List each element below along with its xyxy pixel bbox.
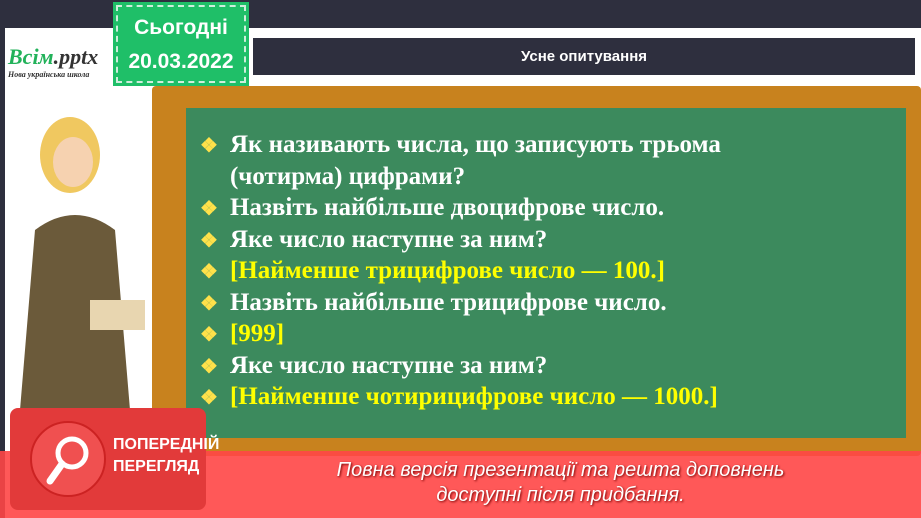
preview-badge[interactable]: ПОПЕРЕДНІЙ ПЕРЕГЛЯД — [10, 408, 219, 510]
question-text: [Найменше чотирицифрове число — 1000.] — [229, 383, 718, 410]
question-text: Назвіть найбільше двоцифрове число. — [229, 194, 665, 221]
date-label: Сьогодні — [134, 16, 228, 39]
chalkboard — [186, 108, 906, 438]
notice-line-1: Повна версія презентації та решта доповн… — [336, 459, 785, 481]
teacher-illustration — [20, 117, 145, 410]
question-list: ❖ Як називають числа, що записують трьома… — [200, 130, 721, 414]
question-text: [Найменше трицифрове число — 100.] — [229, 257, 665, 284]
diamond-bullet-icon: ❖ — [200, 198, 218, 220]
question-item: ❖ Як називають числа, що записують трьома — [200, 130, 721, 162]
question-item: ❖ Яке число наступне за ним? — [200, 351, 721, 383]
question-text: [999] — [229, 320, 285, 347]
logo-brand: Всім — [8, 44, 54, 69]
diamond-bullet-icon: ❖ — [200, 261, 218, 283]
diamond-bullet-icon: ❖ — [200, 355, 218, 378]
magnifier-icon — [30, 421, 106, 497]
date-badge: Сьогодні 20.03.2022 — [113, 2, 249, 86]
diamond-bullet-icon: ❖ — [200, 135, 218, 157]
diamond-bullet-icon: ❖ — [200, 229, 218, 252]
diamond-bullet-icon: ❖ — [200, 324, 218, 346]
date-value: 20.03.2022 — [128, 50, 234, 73]
logo-ext: .pptx — [53, 44, 99, 69]
question-item: ❖ Назвіть найбільше трицифрове число. — [200, 288, 721, 320]
logo: Всім.pptx Нова українська школа — [8, 44, 118, 79]
diamond-bullet-icon: ❖ — [200, 292, 218, 315]
question-text: Як називають числа, що записують трьома — [229, 131, 721, 158]
question-item: ❖(чотирма) цифрами? — [200, 162, 721, 194]
question-text: Назвіть найбільше трицифрове число. — [229, 288, 667, 316]
diamond-bullet-icon: ❖ — [200, 387, 218, 409]
preview-line-2: ПЕРЕГЛЯД — [113, 458, 200, 475]
question-item: ❖ [999] — [200, 319, 721, 351]
question-text: Яке число наступне за ним? — [229, 225, 548, 253]
question-item: ❖ Назвіть найбільше двоцифрове число. — [200, 193, 721, 225]
notice-line-2: доступні після придбання. — [436, 484, 685, 506]
slide-title: Усне опитування — [253, 38, 915, 75]
logo-subtitle: Нова українська школа — [8, 70, 90, 79]
question-text: (чотирма) цифрами? — [229, 162, 466, 190]
question-item: ❖ [Найменше чотирицифрове число — 1000.] — [200, 382, 721, 414]
preview-line-1: ПОПЕРЕДНІЙ — [113, 436, 220, 453]
question-item: ❖ [Найменше трицифрове число — 100.] — [200, 256, 721, 288]
question-item: ❖ Яке число наступне за ним? — [200, 225, 721, 257]
question-text: Яке число наступне за ним? — [229, 351, 548, 379]
